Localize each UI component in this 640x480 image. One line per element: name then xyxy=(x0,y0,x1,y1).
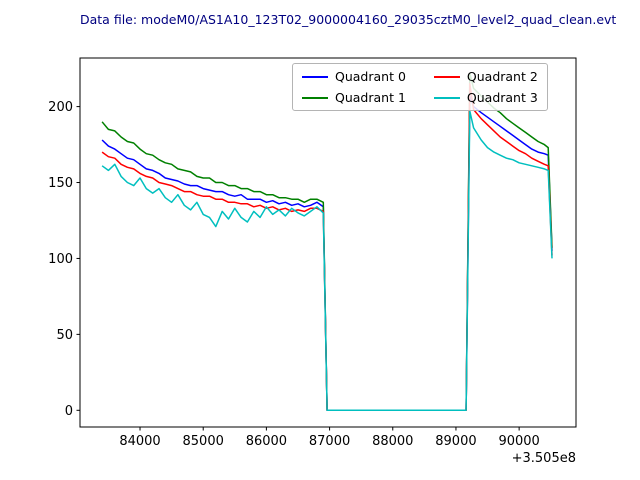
y-tick-label: 50 xyxy=(56,328,73,343)
legend-item-quadrant-0: Quadrant 0 xyxy=(302,69,406,84)
legend-item-quadrant-3: Quadrant 3 xyxy=(433,90,538,105)
legend-item-quadrant-2: Quadrant 2 xyxy=(433,69,538,84)
legend-label-quadrant-3: Quadrant 3 xyxy=(466,90,538,105)
x-tick-label: 85000 xyxy=(183,434,224,449)
x-tick-label: 90000 xyxy=(498,434,539,449)
legend-label-quadrant-1: Quadrant 1 xyxy=(335,90,406,105)
y-tick-label: 150 xyxy=(48,176,73,191)
axes-frame xyxy=(79,57,577,428)
y-tick-label: 0 xyxy=(65,404,73,419)
y-tick-label: 200 xyxy=(48,100,73,115)
legend-line-sample-quadrant-0 xyxy=(302,75,328,78)
series-line-2 xyxy=(101,83,553,412)
legend-line-sample-quadrant-1 xyxy=(302,96,328,99)
series-line-0 xyxy=(101,95,553,412)
x-tick-label: 88000 xyxy=(372,434,413,449)
legend: Quadrant 0 Quadrant 1 Quadrant 2 Quadran… xyxy=(292,63,548,111)
y-tick-label: 100 xyxy=(48,252,73,267)
x-tick-label: 84000 xyxy=(119,434,160,449)
chart-title: Data file: modeM0/AS1A10_123T02_90000041… xyxy=(80,12,617,27)
x-axis-offset-label: +3.505e8 xyxy=(512,451,576,466)
x-tick-label: 86000 xyxy=(246,434,287,449)
series-line-1 xyxy=(101,72,553,412)
legend-label-quadrant-0: Quadrant 0 xyxy=(335,69,406,84)
x-tick-label: 87000 xyxy=(309,434,350,449)
series-line-3 xyxy=(101,110,553,412)
legend-line-sample-quadrant-2 xyxy=(433,75,460,78)
legend-line-sample-quadrant-3 xyxy=(433,96,460,99)
legend-item-quadrant-1: Quadrant 1 xyxy=(302,90,406,105)
x-tick-label: 89000 xyxy=(435,434,476,449)
legend-label-quadrant-2: Quadrant 2 xyxy=(466,69,538,84)
